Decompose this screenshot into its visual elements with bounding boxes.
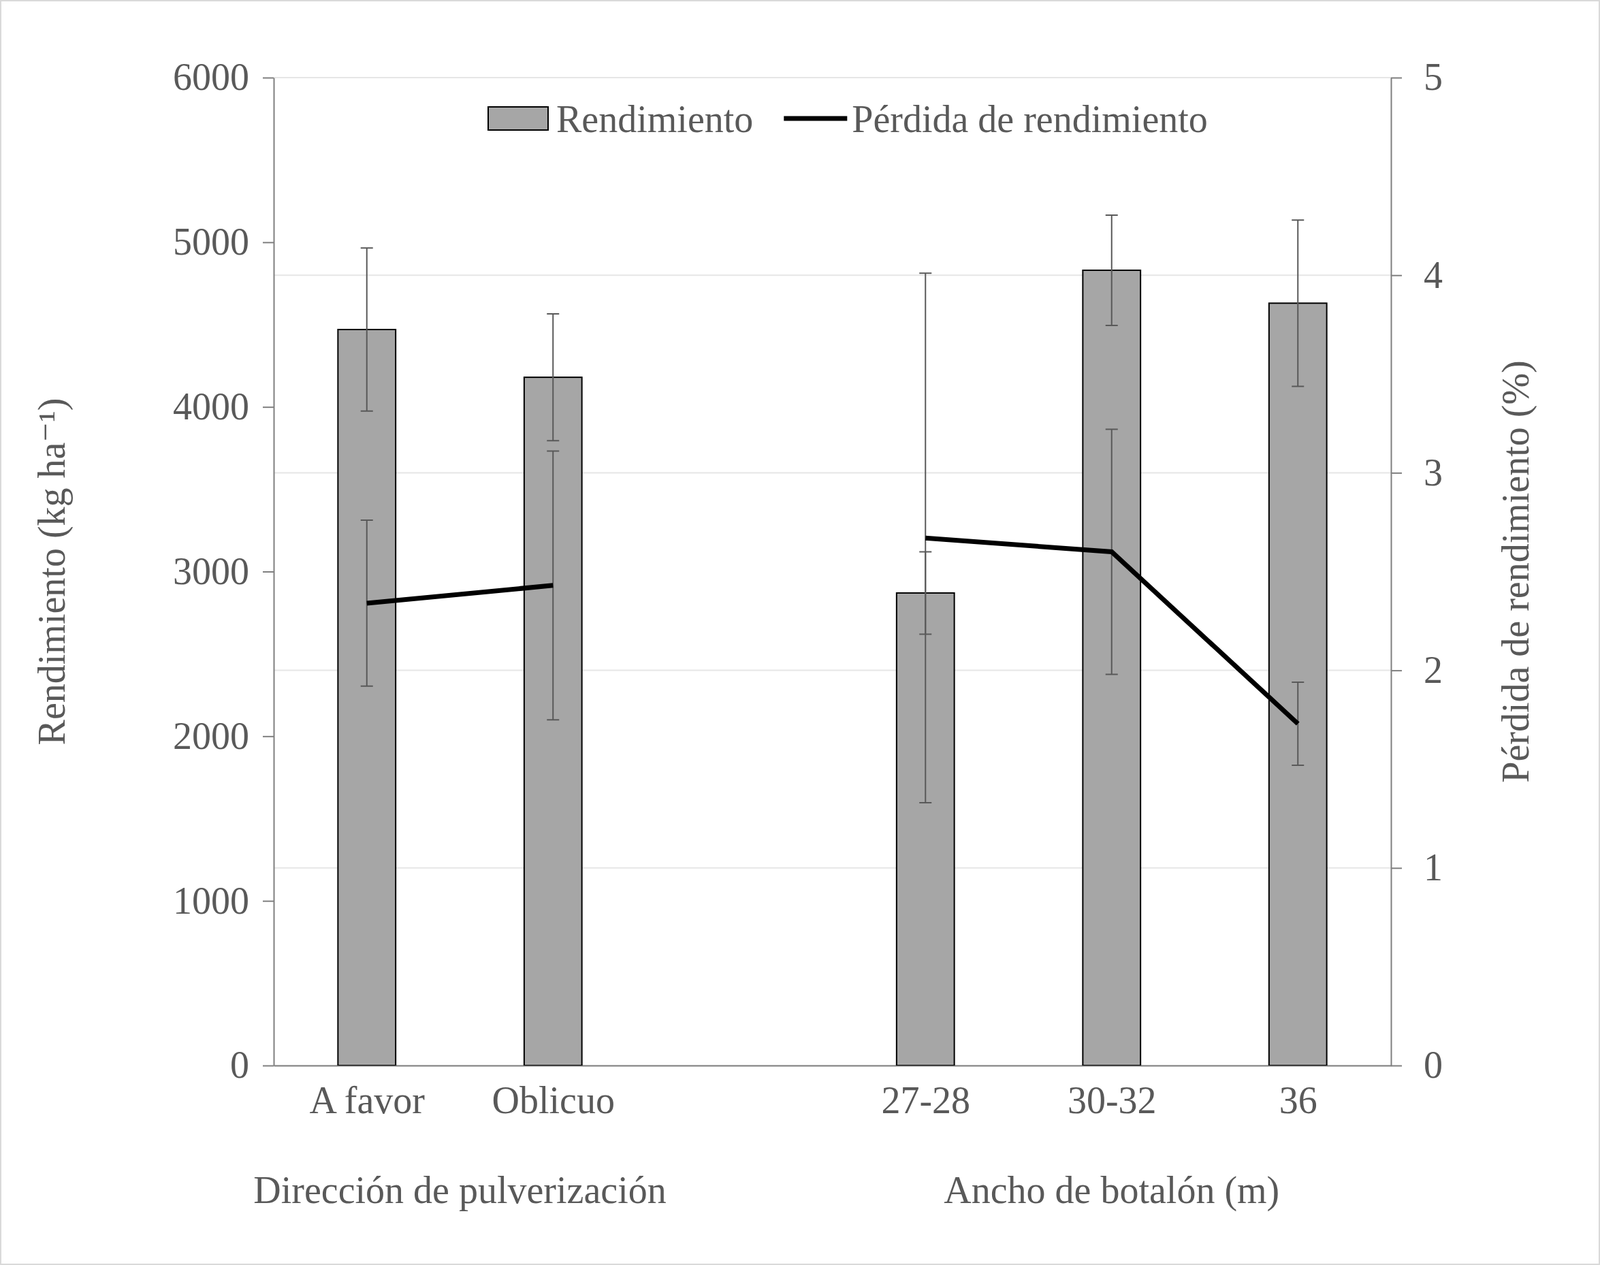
error-bar xyxy=(546,313,559,441)
tick-label: 1 xyxy=(1423,846,1443,889)
tick: 30-32 xyxy=(1067,1079,1157,1122)
tick: 0 xyxy=(230,1043,274,1086)
tick-label: 4 xyxy=(1423,253,1443,297)
group-label: Dirección de pulverización xyxy=(253,1169,666,1212)
tick-label: Oblicuo xyxy=(492,1079,615,1122)
tick-label: 2000 xyxy=(172,714,250,758)
bar-series xyxy=(337,270,1327,1066)
axis-line xyxy=(274,1065,1392,1067)
legend-swatch xyxy=(783,116,847,122)
grid-line xyxy=(273,76,1391,79)
tick: 6000 xyxy=(172,55,274,99)
tick-mark xyxy=(262,241,274,244)
grid-line xyxy=(273,471,1391,474)
error-bar xyxy=(1291,219,1304,387)
y-axis: 0 1000 2000 3000 4000 5000 6000 xyxy=(172,55,275,1086)
y2-axis: 0 1 2 3 4 5 xyxy=(1390,55,1443,1086)
tick: A favor xyxy=(309,1079,425,1122)
tick: 5000 xyxy=(172,220,274,263)
tick-mark xyxy=(1390,669,1402,672)
tick-label: 36 xyxy=(1279,1079,1318,1122)
tick-mark xyxy=(262,406,274,408)
tick-mark xyxy=(1390,472,1402,474)
grid-line xyxy=(273,867,1391,869)
tick: 36 xyxy=(1279,1079,1318,1122)
tick-label: 30-32 xyxy=(1067,1079,1157,1122)
tick: 4000 xyxy=(172,385,274,428)
tick-label: 5 xyxy=(1423,55,1443,99)
grid-line xyxy=(273,669,1391,672)
tick-mark xyxy=(262,77,274,79)
error-bar xyxy=(1105,215,1118,326)
bar xyxy=(1269,302,1327,1066)
y2-axis-title: Pérdida de rendimiento (%) xyxy=(1494,360,1538,783)
legend: Rendimiento Pérdida de rendimiento xyxy=(488,98,1208,141)
tick-mark xyxy=(1390,275,1402,277)
tick: 4 xyxy=(1390,253,1443,297)
error-bars xyxy=(360,215,1305,634)
group-label: Ancho de botalón (m) xyxy=(943,1169,1280,1212)
tick-mark xyxy=(1390,1065,1402,1067)
tick: 3 xyxy=(1390,451,1443,494)
tick-label: 27-28 xyxy=(881,1079,971,1122)
tick-label: A favor xyxy=(309,1079,425,1122)
frame xyxy=(0,0,1600,1265)
marks xyxy=(337,215,1327,1066)
tick-label: 5000 xyxy=(172,220,250,263)
grid xyxy=(273,77,1391,1066)
y-axis-title: Rendimiento (kg ha⁻¹) xyxy=(30,398,74,746)
line xyxy=(366,537,1299,724)
tick-label: 0 xyxy=(230,1043,250,1086)
grid-line xyxy=(273,274,1391,276)
tick-mark xyxy=(262,571,274,573)
chart: 0 1000 2000 3000 4000 5000 6000 0 1 2 3 4 5 A favor Ob… xyxy=(0,0,1600,1265)
tick-label: 3 xyxy=(1423,451,1443,494)
legend-label: Rendimiento xyxy=(556,98,754,141)
tick-mark xyxy=(262,1065,274,1067)
tick-mark xyxy=(1390,867,1402,869)
tick: 3000 xyxy=(172,550,274,593)
bar xyxy=(337,329,396,1066)
error-bar xyxy=(360,247,374,411)
tick-mark xyxy=(262,736,274,738)
tick-mark xyxy=(1390,77,1402,79)
x-axis: A favor Oblicuo 27-28 30-32 36 xyxy=(274,1066,1392,1122)
line-series xyxy=(360,273,1305,803)
tick-label: 0 xyxy=(1423,1043,1443,1086)
grid-line xyxy=(273,1064,1391,1067)
tick: 2 xyxy=(1390,648,1443,692)
tick-mark xyxy=(262,900,274,903)
tick: Oblicuo xyxy=(492,1079,615,1122)
tick-label: 1000 xyxy=(172,879,250,922)
tick: 0 xyxy=(1390,1043,1443,1086)
bar xyxy=(524,377,583,1066)
tick-label: 2 xyxy=(1423,648,1443,692)
legend-swatch xyxy=(488,106,549,131)
tick: 1000 xyxy=(172,879,274,922)
tick: 27-28 xyxy=(881,1079,971,1122)
bar xyxy=(1082,270,1141,1066)
tick-label: 6000 xyxy=(172,55,250,99)
axis-line xyxy=(1390,78,1393,1067)
tick: 2000 xyxy=(172,714,274,758)
tick-label: 3000 xyxy=(172,550,250,593)
tick: 5 xyxy=(1390,55,1443,99)
tick: 1 xyxy=(1390,846,1443,889)
tick-label: 4000 xyxy=(172,385,250,428)
legend-label: Pérdida de rendimiento xyxy=(851,98,1208,141)
